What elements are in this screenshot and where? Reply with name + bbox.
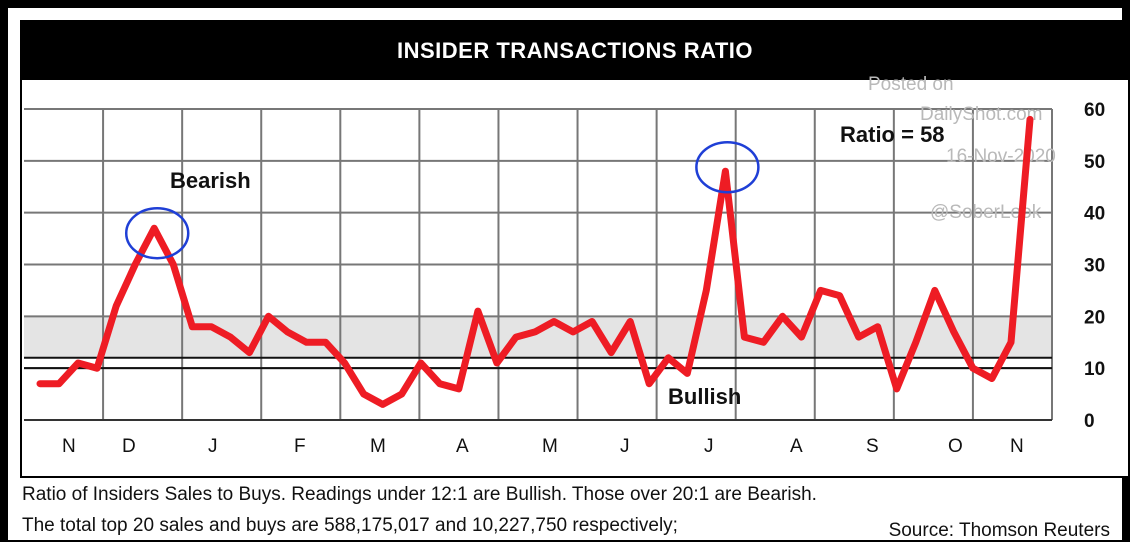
y-tick-label: 30 [1084, 256, 1105, 277]
x-tick-label: N [1010, 436, 1024, 457]
y-tick-label: 40 [1084, 204, 1105, 225]
x-tick-label: F [294, 436, 306, 457]
watermark-date: 16-Nov-2020 [946, 146, 1056, 167]
x-tick-label: A [456, 436, 469, 457]
series-line [40, 119, 1030, 404]
bearish-label: Bearish [170, 168, 251, 193]
x-tick-label: N [62, 436, 76, 457]
chart-box: INSIDER TRANSACTIONS RATIO Posted on Dai… [20, 20, 1130, 478]
x-tick-label: J [704, 436, 714, 457]
x-tick-label: J [620, 436, 630, 457]
x-tick-label: O [948, 436, 963, 457]
figure-panel: INSIDER TRANSACTIONS RATIO Posted on Dai… [8, 8, 1122, 540]
y-tick-label: 20 [1084, 307, 1105, 328]
x-tick-label: D [122, 436, 136, 457]
x-tick-label: A [790, 436, 803, 457]
y-tick-label: 0 [1084, 411, 1095, 432]
watermark-posted-on: Posted on [868, 74, 954, 95]
x-tick-label: J [208, 436, 218, 457]
y-tick-label: 10 [1084, 359, 1105, 380]
y-tick-label: 50 [1084, 152, 1105, 173]
y-tick-label: 60 [1084, 100, 1105, 121]
x-tick-label: S [866, 436, 879, 457]
source-credit: Source: Thomson Reuters [889, 520, 1110, 542]
line-chart: Posted on DailyShot.com 16-Nov-2020 @Sob… [22, 22, 1128, 476]
caption-line-1: Ratio of Insiders Sales to Buys. Reading… [22, 484, 817, 506]
ratio-label: Ratio = 58 [840, 122, 945, 147]
x-tick-label: M [370, 436, 386, 457]
bullish-label: Bullish [668, 384, 741, 409]
neutral-band [24, 316, 1052, 357]
caption-line-2: The total top 20 sales and buys are 588,… [22, 515, 678, 537]
x-tick-label: M [542, 436, 558, 457]
